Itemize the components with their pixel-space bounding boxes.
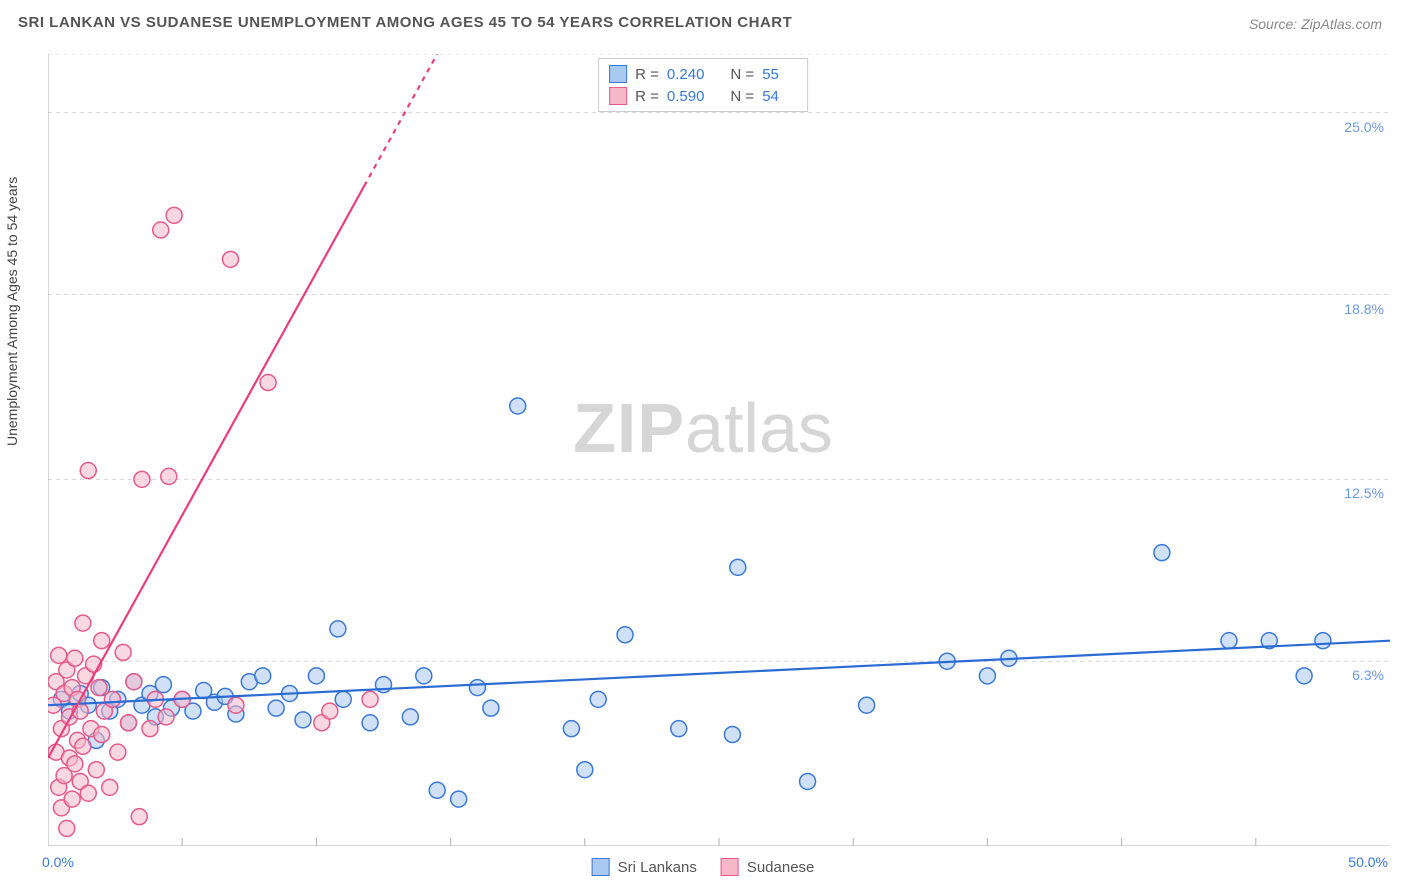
x-axis-max-label: 50.0% xyxy=(1348,854,1388,870)
correlation-legend-row: R = 0.590 N = 54 xyxy=(609,85,797,107)
legend-swatch-icon xyxy=(609,65,627,83)
r-value: 0.240 xyxy=(667,66,705,83)
n-value: 55 xyxy=(762,66,779,83)
y-tick-label: 6.3% xyxy=(1352,667,1384,683)
n-value: 54 xyxy=(762,88,779,105)
n-label: N = xyxy=(730,66,754,83)
scatter-chart xyxy=(48,54,1390,846)
y-tick-label: 25.0% xyxy=(1344,119,1384,135)
r-value: 0.590 xyxy=(667,88,705,105)
correlation-legend: R = 0.240 N = 55 R = 0.590 N = 54 xyxy=(598,58,808,112)
source-name: ZipAtlas.com xyxy=(1301,16,1382,32)
source-citation: Source: ZipAtlas.com xyxy=(1249,16,1382,32)
legend-swatch-icon xyxy=(592,858,610,876)
series-name: Sudanese xyxy=(747,859,815,876)
r-label: R = xyxy=(635,66,659,83)
y-tick-label: 12.5% xyxy=(1344,485,1384,501)
plot-area xyxy=(48,54,1390,846)
r-label: R = xyxy=(635,88,659,105)
series-name: Sri Lankans xyxy=(618,859,697,876)
series-legend: Sri Lankans Sudanese xyxy=(592,858,815,876)
n-label: N = xyxy=(730,88,754,105)
y-tick-label: 18.8% xyxy=(1344,301,1384,317)
source-label: Source: xyxy=(1249,16,1301,32)
x-axis-min-label: 0.0% xyxy=(42,854,74,870)
y-axis-label: Unemployment Among Ages 45 to 54 years xyxy=(4,177,20,446)
chart-container: SRI LANKAN VS SUDANESE UNEMPLOYMENT AMON… xyxy=(0,0,1406,892)
chart-title: SRI LANKAN VS SUDANESE UNEMPLOYMENT AMON… xyxy=(18,14,792,31)
series-legend-item: Sri Lankans xyxy=(592,858,697,876)
legend-swatch-icon xyxy=(609,87,627,105)
legend-swatch-icon xyxy=(721,858,739,876)
series-legend-item: Sudanese xyxy=(721,858,815,876)
correlation-legend-row: R = 0.240 N = 55 xyxy=(609,63,797,85)
